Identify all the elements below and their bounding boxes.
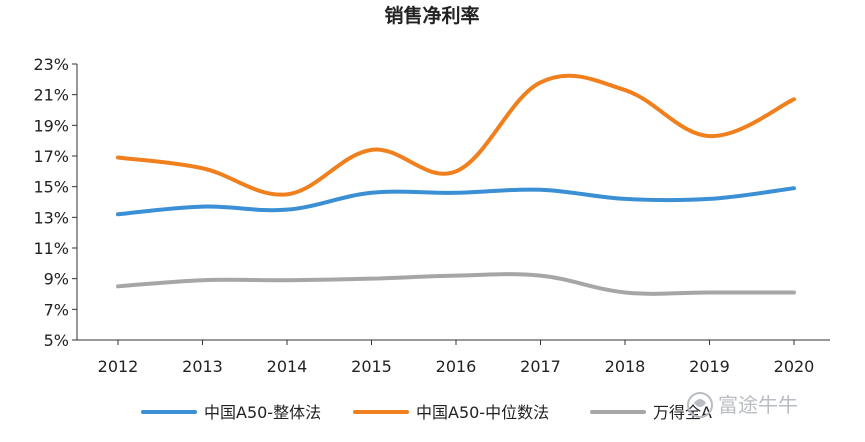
plot-area <box>116 73 796 296</box>
y-tick-label: 11% <box>33 239 69 258</box>
watermark: 富途牛牛 <box>687 392 798 418</box>
series-line-1 <box>116 186 796 217</box>
chart-title: 销售净利率 <box>384 4 479 27</box>
y-tick-label: 15% <box>33 178 69 197</box>
x-tick-label: 2018 <box>605 357 646 376</box>
x-tick-label: 2019 <box>689 357 730 376</box>
legend-label: 中国A50-整体法 <box>204 403 321 422</box>
y-tick-label: 17% <box>33 147 69 166</box>
x-tick-label: 2014 <box>267 357 308 376</box>
y-tick-label: 5% <box>44 331 69 350</box>
y-tick-label: 23% <box>33 55 69 74</box>
x-tick-label: 2013 <box>182 357 223 376</box>
x-tick-label: 2020 <box>774 357 815 376</box>
y-tick-label: 9% <box>44 270 69 289</box>
y-axis: 5% 7% 9% 11% 13% 15% 17% 19% 21% 23% <box>33 55 78 350</box>
watermark-text: 富途牛牛 <box>718 393 798 417</box>
legend-label: 中国A50-中位数法 <box>416 403 549 422</box>
x-tick-label: 2016 <box>436 357 477 376</box>
legend: 中国A50-整体法 中国A50-中位数法 万得全A <box>141 403 712 422</box>
x-tick-label: 2012 <box>98 357 139 376</box>
futu-bull-logo-icon <box>687 392 713 418</box>
series-line-2 <box>116 73 796 197</box>
x-axis: 2012 2013 2014 2015 2016 2017 2018 2019 2020 <box>77 339 830 376</box>
legend-item-3: 万得全A <box>590 403 712 422</box>
x-tick-label: 2017 <box>520 357 561 376</box>
series-line-3 <box>116 272 796 296</box>
legend-item-1: 中国A50-整体法 <box>141 403 321 422</box>
x-tick-label: 2015 <box>351 357 392 376</box>
y-tick-label: 19% <box>33 116 69 135</box>
y-tick-label: 7% <box>44 300 69 319</box>
legend-item-2: 中国A50-中位数法 <box>353 403 549 422</box>
y-tick-label: 13% <box>33 208 69 227</box>
y-tick-label: 21% <box>33 86 69 105</box>
